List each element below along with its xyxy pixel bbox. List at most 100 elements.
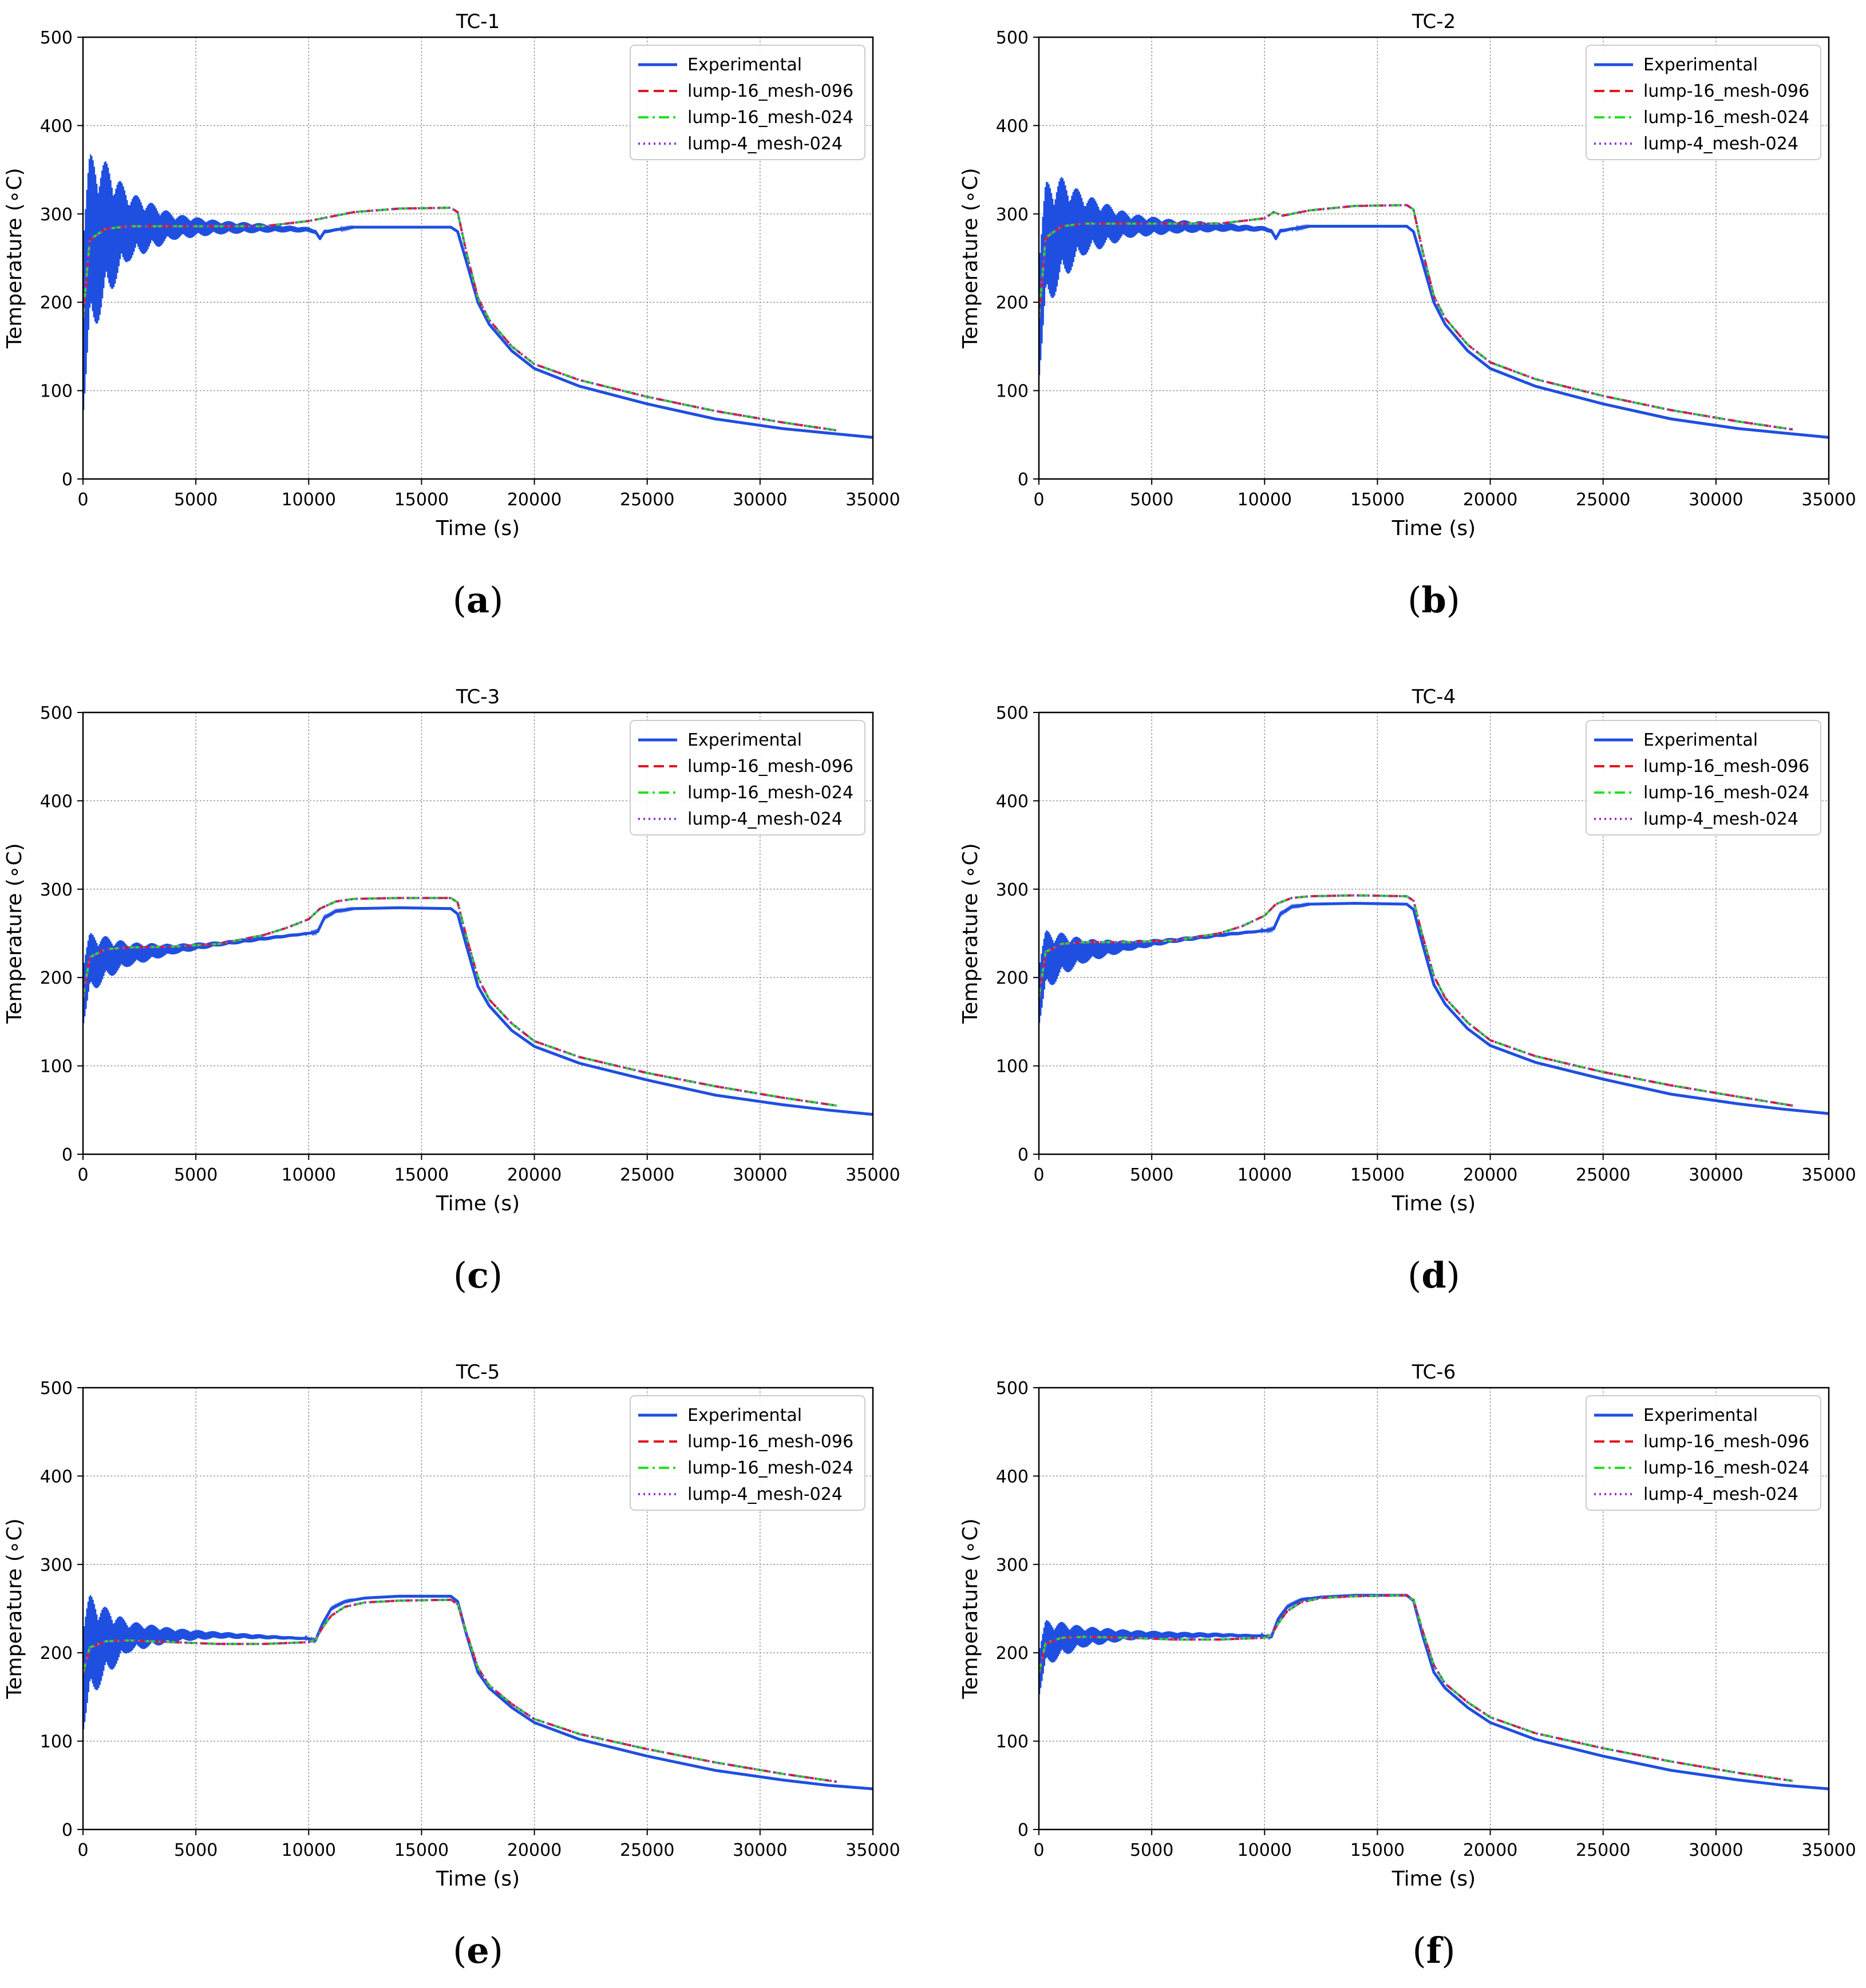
series-line-lump4-mesh024 (83, 897, 837, 1107)
legend-label-experimental: Experimental (687, 730, 802, 750)
x-tick-label: 10000 (282, 490, 336, 510)
chart-title: TC-5 (456, 1361, 500, 1384)
y-tick-label: 400 (996, 116, 1029, 136)
x-tick-label: 20000 (507, 1165, 562, 1185)
y-tick-label: 100 (996, 1732, 1029, 1752)
y-axis-label: Temperature (∘C) (3, 1518, 26, 1699)
chart-title: TC-6 (1412, 1361, 1456, 1384)
panel-caption: (a) (453, 579, 504, 621)
y-tick-label: 300 (996, 205, 1029, 225)
panel-caption: (d) (1408, 1254, 1460, 1296)
series-experimental-noise (83, 906, 354, 1023)
chart-panel-b: 0 5000 10000 15000 20000 25000 30000 35000 0 100 2… (959, 10, 1856, 621)
axes-frame (82, 1387, 874, 1831)
chart-title: TC-1 (456, 10, 500, 33)
y-tick-label: 200 (40, 968, 73, 988)
chart-panel-d: 0 5000 10000 15000 20000 25000 30000 35000 0 100 2… (959, 686, 1856, 1296)
x-axis-label: Time (s) (1391, 1192, 1476, 1215)
legend-label-lump4-mesh024: lump-4_mesh-024 (687, 134, 843, 154)
x-tick-label: 10000 (1238, 1165, 1292, 1185)
x-tick-label: 30000 (1689, 1165, 1743, 1185)
x-tick-label: 25000 (620, 1840, 674, 1860)
y-tick-label: 200 (40, 1644, 73, 1664)
panel-caption-letter: c (467, 1254, 489, 1296)
y-tick-label: 400 (40, 791, 73, 811)
x-tick-label: 35000 (1801, 1840, 1856, 1860)
x-tick-label: 25000 (1576, 1840, 1630, 1860)
series-experimental-noise (1039, 177, 1310, 375)
y-tick-label: 0 (62, 1820, 73, 1840)
series-line-experimental (1039, 1594, 1829, 1791)
series-line-lump4-mesh024 (83, 1598, 837, 1783)
y-tick-label: 0 (62, 470, 73, 490)
panel-caption: (f) (1412, 1930, 1455, 1971)
x-tick-label: 35000 (1801, 1165, 1856, 1185)
y-tick-label: 300 (40, 1555, 73, 1575)
series-experimental-noise (1039, 902, 1310, 1023)
legend: Experimental lump-16_mesh-096 lump-16_mesh… (1586, 45, 1821, 160)
y-axis-label: Temperature (∘C) (959, 168, 982, 349)
y-tick-label: 200 (996, 1644, 1029, 1664)
x-tick-label: 25000 (1576, 490, 1630, 510)
legend-label-experimental: Experimental (687, 1405, 802, 1425)
y-tick-label: 400 (40, 116, 73, 136)
y-tick-label: 100 (40, 1057, 73, 1077)
x-tick-label: 30000 (1689, 1840, 1743, 1860)
x-tick-label: 0 (1033, 490, 1044, 510)
series-line-experimental (83, 1594, 873, 1791)
series-line-lump4-mesh024 (1039, 204, 1793, 431)
chart-title: TC-3 (456, 686, 500, 708)
chart-panel-e: 0 5000 10000 15000 20000 25000 30000 35000 0 100 2… (3, 1361, 900, 1971)
y-tick-label: 500 (40, 1379, 73, 1399)
series-line-experimental (83, 224, 873, 439)
legend-box (630, 45, 865, 160)
panel-caption: (c) (453, 1254, 503, 1296)
axes-frame (1038, 1387, 1830, 1831)
legend-label-lump16-mesh096: lump-16_mesh-096 (687, 81, 853, 101)
panel-caption: (b) (1408, 579, 1460, 621)
legend-label-lump16-mesh096: lump-16_mesh-096 (1643, 1432, 1809, 1452)
x-axis-label: Time (s) (436, 1867, 520, 1891)
legend-label-experimental: Experimental (687, 55, 802, 75)
x-tick-label: 25000 (1576, 1165, 1630, 1185)
x-tick-label: 20000 (1463, 1840, 1517, 1860)
legend-label-lump16-mesh096: lump-16_mesh-096 (687, 1432, 853, 1452)
series-experimental-noise (83, 154, 354, 410)
legend-label-lump16-mesh024: lump-16_mesh-024 (1643, 1458, 1809, 1478)
panel-caption-letter: e (466, 1930, 489, 1971)
panel-caption: (e) (453, 1930, 503, 1971)
x-tick-label: 35000 (845, 1840, 900, 1860)
x-tick-label: 5000 (174, 490, 218, 510)
series-line-experimental (1039, 902, 1829, 1115)
panel-caption-letter: f (1426, 1930, 1444, 1971)
y-tick-label: 100 (40, 382, 73, 402)
x-axis-label: Time (s) (1391, 1867, 1476, 1891)
x-tick-label: 30000 (733, 1840, 787, 1860)
legend-label-lump4-mesh024: lump-4_mesh-024 (687, 809, 843, 829)
y-tick-label: 0 (1018, 470, 1029, 490)
y-tick-label: 100 (40, 1732, 73, 1752)
y-tick-label: 400 (40, 1467, 73, 1487)
x-axis-label: Time (s) (436, 517, 520, 540)
legend-label-lump4-mesh024: lump-4_mesh-024 (1643, 1484, 1798, 1504)
y-tick-label: 500 (996, 1379, 1029, 1399)
legend-box (1586, 1395, 1821, 1511)
axes-frame (1038, 711, 1830, 1155)
y-tick-label: 500 (996, 703, 1029, 723)
y-tick-label: 400 (996, 1467, 1029, 1487)
legend-label-lump16-mesh096: lump-16_mesh-096 (687, 757, 853, 777)
x-tick-label: 20000 (1463, 490, 1517, 510)
x-tick-label: 35000 (845, 490, 900, 510)
x-tick-label: 10000 (282, 1840, 336, 1860)
x-tick-label: 35000 (845, 1165, 900, 1185)
y-tick-label: 100 (996, 382, 1029, 402)
x-tick-label: 15000 (1350, 490, 1405, 510)
x-tick-label: 10000 (1238, 490, 1292, 510)
axes-frame (82, 711, 874, 1155)
x-tick-label: 0 (1033, 1165, 1044, 1185)
legend-label-lump4-mesh024: lump-4_mesh-024 (1643, 809, 1798, 829)
x-tick-label: 0 (77, 490, 88, 510)
legend-box (630, 720, 865, 835)
y-axis-label: Temperature (∘C) (959, 843, 982, 1024)
